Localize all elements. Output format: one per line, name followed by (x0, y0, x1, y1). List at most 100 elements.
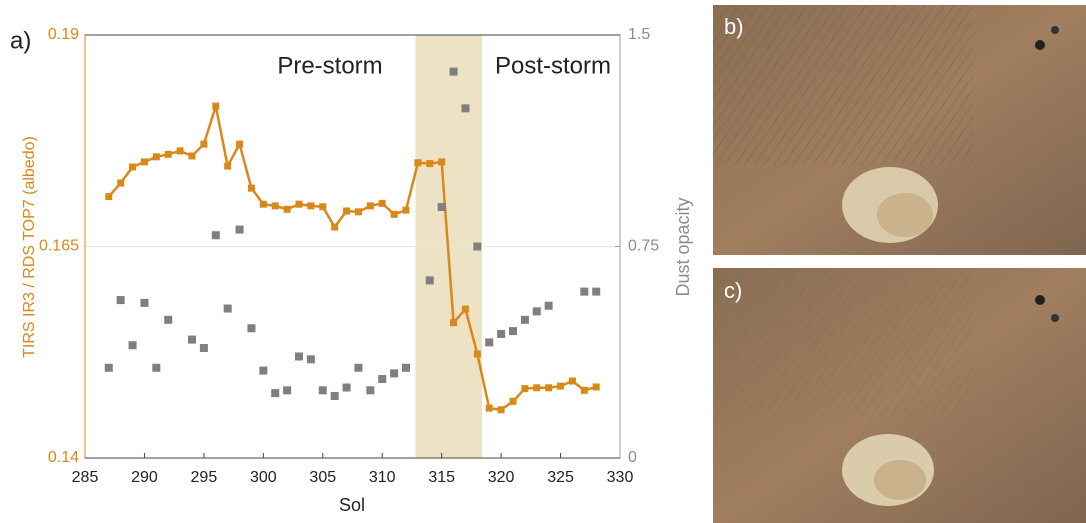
x-tick-label: 305 (309, 469, 336, 486)
point-marker (390, 210, 398, 218)
point-marker (117, 179, 125, 187)
x-axis-label: Sol (339, 495, 365, 515)
scatter-point (188, 335, 196, 344)
scatter-point (104, 363, 113, 372)
x-tick-label: 300 (250, 469, 277, 486)
y2-axis-label: Dust opacity (673, 197, 693, 296)
point-marker (557, 382, 565, 390)
annotation: Post-storm (495, 52, 611, 79)
point-marker (354, 208, 362, 216)
x-tick-label: 325 (547, 469, 574, 486)
panel-label: b) (724, 14, 744, 39)
y2-tick-label: 0 (628, 449, 637, 466)
point-marker (295, 200, 303, 208)
point-marker (236, 140, 244, 148)
point-marker (450, 319, 458, 327)
scatter-point (449, 67, 458, 76)
point-marker (140, 158, 148, 166)
scatter-point (318, 386, 327, 395)
scatter-point (390, 369, 399, 378)
scatter-point (461, 104, 470, 113)
point-marker (331, 223, 339, 231)
x-tick-label: 285 (72, 469, 99, 486)
scatter-point (354, 363, 363, 372)
scatter-point (437, 203, 446, 212)
point-marker (473, 350, 481, 358)
point-marker (343, 207, 351, 215)
point-marker (402, 206, 410, 214)
point-marker (521, 385, 529, 393)
point-marker (176, 147, 184, 155)
scatter-point (509, 327, 517, 336)
point-marker (283, 205, 291, 213)
scatter-point (342, 383, 351, 392)
scatter-point (544, 301, 553, 310)
scatter-point (247, 324, 256, 333)
point-marker (307, 202, 315, 210)
y-tick-label: 0.14 (48, 449, 79, 466)
scatter-point (520, 315, 529, 324)
scatter-point (402, 363, 410, 372)
point-marker (461, 305, 469, 313)
y2-tick-label: 1.5 (628, 26, 650, 43)
point-marker (438, 158, 446, 166)
image-c (713, 268, 1086, 523)
image-b (713, 5, 1086, 255)
scatter-point (592, 287, 601, 296)
point-marker (533, 384, 541, 392)
y-tick-label: 0.165 (39, 238, 79, 255)
annotation: Pre-storm (277, 52, 382, 79)
x-tick-label: 315 (428, 469, 455, 486)
point-marker (105, 193, 113, 201)
scatter-point (128, 341, 137, 350)
point-marker (152, 153, 160, 161)
panel-label: c) (724, 278, 742, 303)
plot: 0.14 0.165 0.19 0 0.75 1.5 285 290 295 300 305 310 3… (39, 26, 659, 486)
scatter-point (295, 352, 303, 361)
point-marker (224, 162, 232, 170)
scatter-point (497, 329, 506, 338)
scatter-point (425, 276, 434, 285)
y-tick-label: 0.19 (48, 26, 79, 43)
point-marker (426, 160, 434, 168)
point-marker (188, 152, 196, 160)
point-marker (319, 203, 327, 211)
scatter-point (485, 338, 494, 347)
scatter-point (378, 375, 387, 384)
point-marker (259, 200, 267, 208)
x-tick-label: 330 (607, 469, 634, 486)
x-tick-label: 290 (131, 469, 158, 486)
scatter-point (366, 386, 375, 395)
scatter-point (140, 298, 149, 307)
point-marker (568, 377, 576, 385)
scatter-point (199, 344, 208, 353)
point-marker (414, 159, 422, 167)
point-marker (247, 184, 255, 192)
point-marker (485, 404, 493, 412)
scatter-point (473, 242, 482, 251)
scatter-point (330, 391, 339, 400)
y2-tick-label: 0.75 (628, 238, 659, 255)
x-tick-label: 295 (191, 469, 218, 486)
point-marker (366, 202, 374, 210)
scatter-point (235, 225, 244, 234)
x-tick-label: 310 (369, 469, 396, 486)
y-axis-label: TIRS IR3 / RDS TOP7 (albedo) (21, 136, 38, 358)
point-marker (592, 383, 600, 391)
scatter-point (152, 363, 161, 372)
point-marker (378, 199, 386, 207)
scatter-point (271, 389, 280, 398)
point-marker (212, 102, 220, 110)
point-marker (271, 202, 279, 210)
scatter-point (283, 386, 292, 395)
point-marker (164, 150, 172, 158)
scatter-point (306, 355, 315, 364)
scatter-point (532, 307, 541, 316)
point-marker (497, 406, 505, 414)
scatter-point (223, 304, 232, 313)
scatter-point (259, 366, 268, 375)
point-marker (509, 397, 517, 405)
scatter-point (116, 296, 125, 305)
point-marker (129, 163, 137, 171)
